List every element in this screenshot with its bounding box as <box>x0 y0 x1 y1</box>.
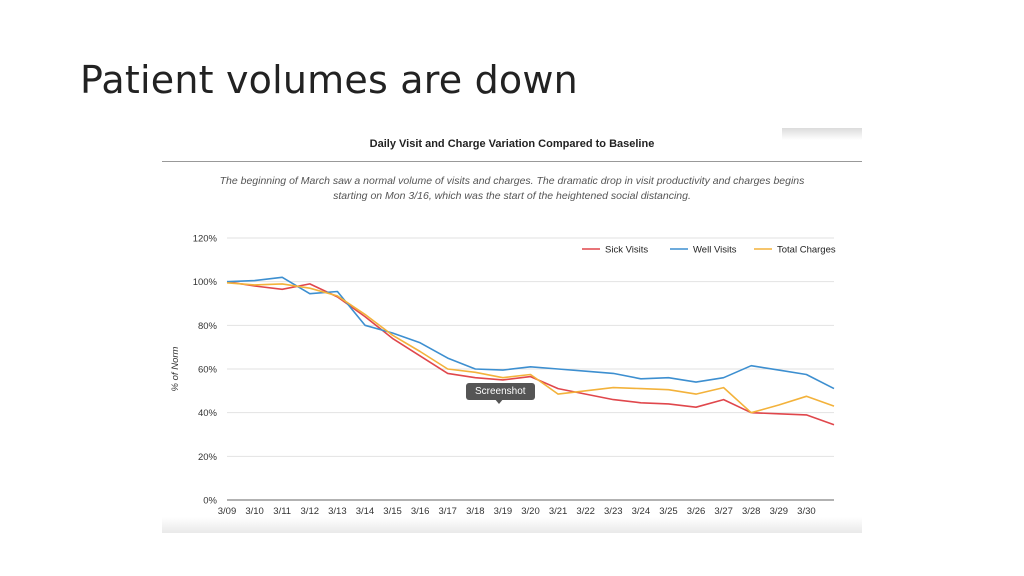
x-tick-label: 3/29 <box>770 506 789 517</box>
y-axis-label: % of Norm <box>170 346 181 391</box>
x-tick-label: 3/26 <box>687 506 706 517</box>
y-tick-label: 120% <box>193 234 218 245</box>
tooltip-arrow-icon <box>494 398 504 404</box>
x-tick-label: 3/16 <box>411 506 430 517</box>
x-tick-label: 3/23 <box>604 506 623 517</box>
screenshot-tooltip: Screenshot <box>466 383 535 400</box>
x-tick-label: 3/19 <box>494 506 512 517</box>
chart-subtitle-line-1: The beginning of March saw a normal volu… <box>219 175 805 187</box>
x-tick-label: 3/15 <box>383 506 402 517</box>
series-line-sick-visits <box>226 280 835 426</box>
chart-card: Daily Visit and Charge Variation Compare… <box>162 128 862 533</box>
x-tick-label: 3/27 <box>714 506 733 517</box>
x-tick-label: 3/28 <box>742 506 761 517</box>
chart-subtitle: The beginning of March saw a normal volu… <box>182 174 842 204</box>
x-tick-label: 3/14 <box>356 506 375 517</box>
x-tick-label: 3/17 <box>438 506 457 517</box>
x-tick-label: 3/11 <box>273 506 291 517</box>
card-bottom-fade <box>162 517 862 533</box>
x-tick-label: 3/18 <box>466 506 485 517</box>
y-tick-label: 40% <box>198 408 218 419</box>
x-tick-label: 3/21 <box>549 506 568 517</box>
x-tick-label: 3/10 <box>245 506 264 517</box>
y-tick-label: 0% <box>203 496 217 507</box>
x-tick-label: 3/12 <box>301 506 320 517</box>
x-tick-label: 3/13 <box>328 506 347 517</box>
y-tick-label: 60% <box>198 365 218 376</box>
chart-subtitle-line-2: starting on Mon 3/16, which was the star… <box>333 190 691 202</box>
x-tick-label: 3/24 <box>632 506 651 517</box>
x-tick-label: 3/25 <box>659 506 678 517</box>
line-chart: 0% 20% 40% 60% 80% 100% 120% 3/09 3/10 3/11 3/12 3/… <box>170 234 836 518</box>
y-tick-label: 20% <box>198 452 218 463</box>
series-line-total-charges <box>226 282 835 414</box>
chart-title: Daily Visit and Charge Variation Compare… <box>369 138 655 150</box>
card-shadow <box>782 128 862 140</box>
legend-label: Well Visits <box>693 245 737 256</box>
legend-label: Sick Visits <box>605 245 648 256</box>
slide-title: Patient volumes are down <box>80 58 578 102</box>
series-line-well-visits <box>226 276 835 390</box>
x-tick-label: 3/30 <box>797 506 816 517</box>
legend-label: Total Charges <box>777 245 836 256</box>
chart-title-divider <box>162 161 862 162</box>
x-tick-label: 3/09 <box>218 506 237 517</box>
x-tick-label: 3/22 <box>576 506 595 517</box>
y-tick-label: 100% <box>193 277 218 288</box>
x-tick-label: 3/20 <box>521 506 540 517</box>
y-tick-label: 80% <box>198 321 218 332</box>
